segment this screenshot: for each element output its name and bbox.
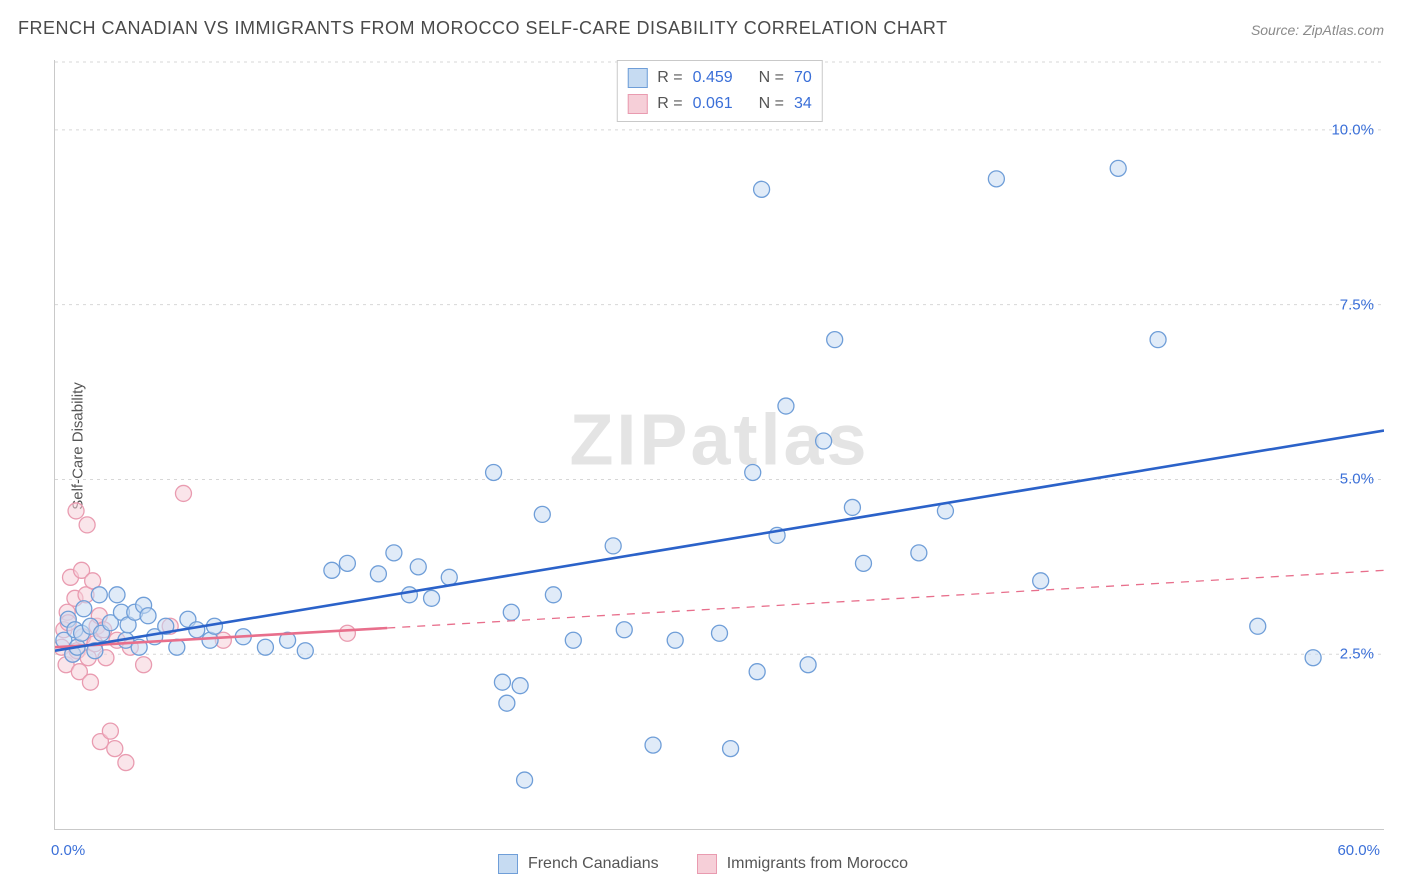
data-point <box>827 332 843 348</box>
legend-item-a: French Canadians <box>498 854 659 874</box>
data-point <box>257 639 273 655</box>
data-point <box>494 674 510 690</box>
data-point <box>565 632 581 648</box>
n-value-b: 34 <box>794 91 812 117</box>
data-point <box>1033 573 1049 589</box>
data-point <box>401 587 417 603</box>
trend-line-extrapolated <box>387 570 1384 628</box>
data-point <box>778 398 794 414</box>
data-point <box>118 755 134 771</box>
data-point <box>1110 160 1126 176</box>
scatter-plot: ZIPatlas R = 0.459 N = 70 R = 0.061 N = … <box>54 60 1384 830</box>
data-point <box>534 506 550 522</box>
data-point <box>754 181 770 197</box>
legend-item-b: Immigrants from Morocco <box>697 854 908 874</box>
legend-label-b: Immigrants from Morocco <box>727 855 908 873</box>
series-legend: French Canadians Immigrants from Morocco <box>0 854 1406 874</box>
data-point <box>140 608 156 624</box>
data-point <box>503 604 519 620</box>
data-point <box>499 695 515 711</box>
data-point <box>386 545 402 561</box>
data-point <box>107 741 123 757</box>
y-tick-label: 10.0% <box>1331 121 1374 138</box>
data-point <box>91 587 107 603</box>
data-point <box>175 485 191 501</box>
data-point <box>410 559 426 575</box>
r-label: R = <box>657 65 682 91</box>
r-value-b: 0.061 <box>693 91 749 117</box>
data-point <box>136 657 152 673</box>
data-point <box>339 625 355 641</box>
swatch-series-b <box>627 94 647 114</box>
data-point <box>1305 650 1321 666</box>
swatch-series-a <box>627 68 647 88</box>
data-point <box>1250 618 1266 634</box>
data-point <box>486 464 502 480</box>
stats-legend: R = 0.459 N = 70 R = 0.061 N = 34 <box>616 60 822 122</box>
data-point <box>745 464 761 480</box>
data-point <box>667 632 683 648</box>
data-point <box>855 555 871 571</box>
chart-title: FRENCH CANADIAN VS IMMIGRANTS FROM MOROC… <box>18 18 948 39</box>
r-label: R = <box>657 91 682 117</box>
data-point <box>645 737 661 753</box>
data-point <box>988 171 1004 187</box>
y-tick-label: 2.5% <box>1340 646 1374 663</box>
data-point <box>616 622 632 638</box>
data-point <box>68 503 84 519</box>
data-point <box>512 678 528 694</box>
data-point <box>339 555 355 571</box>
stats-row-b: R = 0.061 N = 34 <box>627 91 811 117</box>
r-value-a: 0.459 <box>693 65 749 91</box>
source-attribution: Source: ZipAtlas.com <box>1251 22 1384 38</box>
n-label: N = <box>759 65 784 91</box>
data-point <box>844 499 860 515</box>
data-point <box>189 622 205 638</box>
data-point <box>816 433 832 449</box>
data-point <box>800 657 816 673</box>
y-tick-label: 7.5% <box>1340 296 1374 313</box>
data-point <box>1150 332 1166 348</box>
data-point <box>82 674 98 690</box>
data-point <box>441 569 457 585</box>
legend-label-a: French Canadians <box>528 855 659 873</box>
data-point <box>517 772 533 788</box>
data-point <box>324 562 340 578</box>
data-point <box>723 741 739 757</box>
data-point <box>297 643 313 659</box>
data-point <box>370 566 386 582</box>
data-point <box>911 545 927 561</box>
n-label: N = <box>759 91 784 117</box>
swatch-series-a <box>498 854 518 874</box>
data-point <box>749 664 765 680</box>
swatch-series-b <box>697 854 717 874</box>
data-point <box>102 723 118 739</box>
data-point <box>545 587 561 603</box>
data-point <box>76 601 92 617</box>
data-point <box>712 625 728 641</box>
data-point <box>605 538 621 554</box>
data-point <box>109 587 125 603</box>
stats-row-a: R = 0.459 N = 70 <box>627 65 811 91</box>
data-point <box>424 590 440 606</box>
y-tick-label: 5.0% <box>1340 471 1374 488</box>
n-value-a: 70 <box>794 65 812 91</box>
data-point <box>79 517 95 533</box>
